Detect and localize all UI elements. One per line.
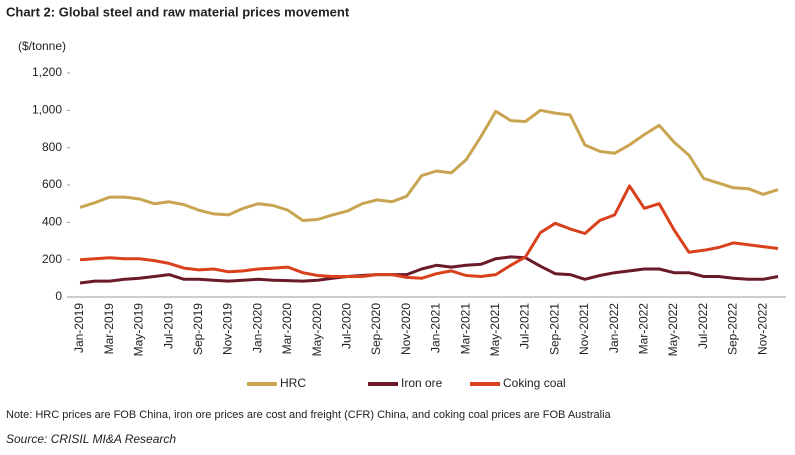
x-tick-label: Jul-2022 [696, 303, 710, 349]
y-tick-label: 600 [42, 177, 62, 191]
note: Note: HRC prices are FOB China, iron ore… [6, 409, 612, 421]
x-tick-label: May-2021 [488, 303, 502, 357]
x-tick-label: Sep-2020 [369, 303, 383, 355]
line-series [79, 108, 779, 222]
source: Source: CRISIL MI&A Research [6, 432, 176, 446]
y-tick-label: 1,200 [32, 65, 62, 79]
x-tick-label: Nov-2021 [577, 303, 591, 355]
y-tick-label: 400 [42, 215, 62, 229]
x-tick-label: Nov-2019 [221, 303, 235, 355]
line-series [79, 184, 779, 280]
y-axis-label: ($/tonne) [18, 39, 66, 53]
x-tick-label: Mar-2019 [102, 303, 116, 355]
x-tick-label: Sep-2022 [726, 303, 740, 355]
legend-label: Coking coal [503, 376, 566, 390]
x-tick-label: Mar-2020 [280, 303, 294, 355]
line-series [79, 255, 779, 285]
y-tick-label: 1,000 [32, 103, 62, 117]
x-tick-label: Mar-2022 [637, 303, 651, 355]
chart-title: Chart 2: Global steel and raw material p… [6, 4, 350, 19]
legend-label: Iron ore [401, 376, 443, 390]
x-tick-label: May-2020 [310, 303, 324, 357]
y-tick-label: 200 [42, 252, 62, 266]
x-tick-label: Nov-2020 [399, 303, 413, 355]
x-tick-label: May-2022 [666, 303, 680, 357]
x-tick-label: Jul-2020 [339, 303, 353, 349]
legend-label: HRC [280, 376, 306, 390]
x-tick-label: Sep-2019 [191, 303, 205, 355]
x-tick-label: Jul-2021 [518, 303, 532, 349]
x-tick-label: Jul-2019 [161, 303, 175, 349]
y-tick-label: 800 [42, 140, 62, 154]
x-tick-label: Nov-2022 [755, 303, 769, 355]
x-tick-label: Mar-2021 [458, 303, 472, 355]
x-tick-label: Sep-2021 [547, 303, 561, 355]
x-tick-label: Jan-2020 [250, 303, 264, 353]
y-tick-label: 0 [55, 289, 62, 303]
x-tick-label: Jan-2021 [429, 303, 443, 353]
x-tick-label: Jan-2022 [607, 303, 621, 353]
x-tick-label: May-2019 [132, 303, 146, 357]
x-tick-label: Jan-2019 [72, 303, 86, 353]
